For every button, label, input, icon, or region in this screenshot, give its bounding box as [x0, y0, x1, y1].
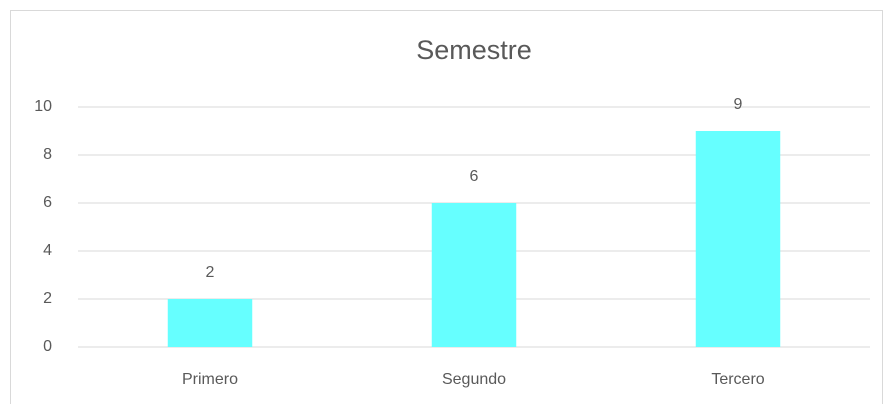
y-tick-label: 8 — [43, 146, 52, 163]
x-tick-label: Primero — [182, 371, 238, 388]
y-tick-label: 10 — [34, 98, 52, 115]
data-label: 6 — [470, 168, 479, 185]
y-tick-label: 6 — [43, 194, 52, 211]
data-label: 9 — [734, 96, 743, 113]
bar — [167, 299, 253, 347]
bar — [695, 131, 781, 347]
y-tick-label: 4 — [43, 242, 52, 259]
x-tick-label: Segundo — [442, 371, 506, 388]
data-label: 2 — [206, 264, 215, 281]
x-tick-label: Tercero — [711, 371, 764, 388]
y-tick-label: 0 — [43, 338, 52, 355]
chart-title: Semestre — [416, 35, 532, 65]
y-tick-label: 2 — [43, 290, 52, 307]
bar — [431, 203, 517, 347]
